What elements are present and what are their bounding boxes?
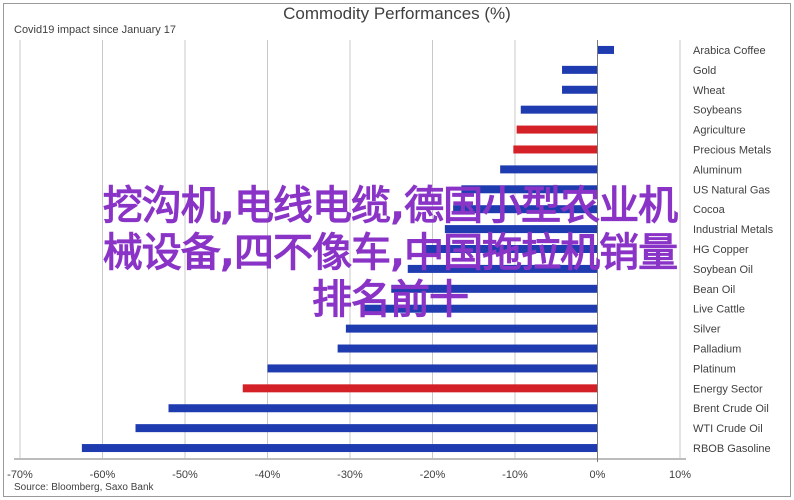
- category-label: Silver: [693, 324, 721, 336]
- bar: [135, 424, 598, 433]
- bar: [362, 304, 598, 313]
- category-label: Energy Sector: [693, 383, 763, 395]
- category-label: Soybeans: [693, 105, 742, 117]
- x-tick-label: -50%: [172, 469, 198, 481]
- category-label: Bean Oil: [693, 284, 735, 296]
- category-label: Aluminum: [693, 164, 742, 176]
- chart-frame: [3, 3, 791, 497]
- bar: [513, 145, 598, 154]
- overlay-line-3: 排名前十: [312, 277, 469, 323]
- category-label: Soybean Oil: [693, 264, 753, 276]
- x-tick-label: -60%: [90, 469, 116, 481]
- category-label: Arabica Coffee: [693, 45, 766, 57]
- category-label: Wheat: [693, 85, 725, 97]
- bar: [81, 444, 598, 453]
- bar: [516, 125, 598, 134]
- overlay-line-2: 械设备,四不像车,中国拖拉机销量: [102, 230, 678, 276]
- bar: [242, 384, 598, 393]
- bar: [337, 344, 598, 353]
- category-label: Gold: [693, 65, 716, 77]
- bar: [168, 404, 598, 413]
- x-tick-label: -70%: [7, 469, 33, 481]
- x-tick-label: 0%: [590, 469, 606, 481]
- bar: [500, 165, 598, 174]
- category-label: Precious Metals: [693, 144, 772, 156]
- chart-subtitle: Covid19 impact since January 17: [14, 24, 177, 36]
- bar: [407, 264, 598, 273]
- category-label: Platinum: [693, 363, 736, 375]
- bar: [562, 85, 598, 94]
- category-label: WTI Crude Oil: [693, 423, 763, 435]
- x-tick-label: -40%: [255, 469, 281, 481]
- bar: [345, 324, 598, 333]
- category-label: HG Copper: [693, 244, 749, 256]
- bar: [424, 245, 598, 253]
- overlay-watermark-text: 挖沟机,电线电缆,德国小型农业机 械设备,四不像车,中国拖拉机销量 排名前十: [20, 183, 760, 324]
- chart-title: Commodity Performances (%): [283, 4, 511, 23]
- category-label: Palladium: [693, 344, 741, 356]
- bar: [444, 225, 598, 234]
- x-tick-label: 10%: [669, 469, 691, 481]
- x-tick-label: -20%: [420, 469, 446, 481]
- x-tick-label: -10%: [502, 469, 528, 481]
- category-label: US Natural Gas: [693, 184, 771, 196]
- chart-source: Source: Bloomberg, Saxo Bank: [14, 482, 154, 493]
- bar: [391, 284, 598, 293]
- category-label: Industrial Metals: [693, 224, 774, 236]
- bar: [562, 65, 598, 74]
- bar: [461, 185, 598, 194]
- bar: [267, 364, 598, 373]
- category-label: Live Cattle: [693, 304, 745, 316]
- overlay-line-1: 挖沟机,电线电缆,德国小型农业机: [102, 183, 678, 229]
- x-tick-label: -30%: [337, 469, 363, 481]
- category-label: Brent Crude Oil: [693, 403, 769, 415]
- bar: [520, 105, 598, 114]
- category-label: RBOB Gasoline: [693, 443, 771, 455]
- bar: [453, 205, 598, 214]
- category-label: Cocoa: [693, 204, 726, 216]
- bar: [597, 45, 614, 54]
- category-label: Agriculture: [693, 125, 746, 137]
